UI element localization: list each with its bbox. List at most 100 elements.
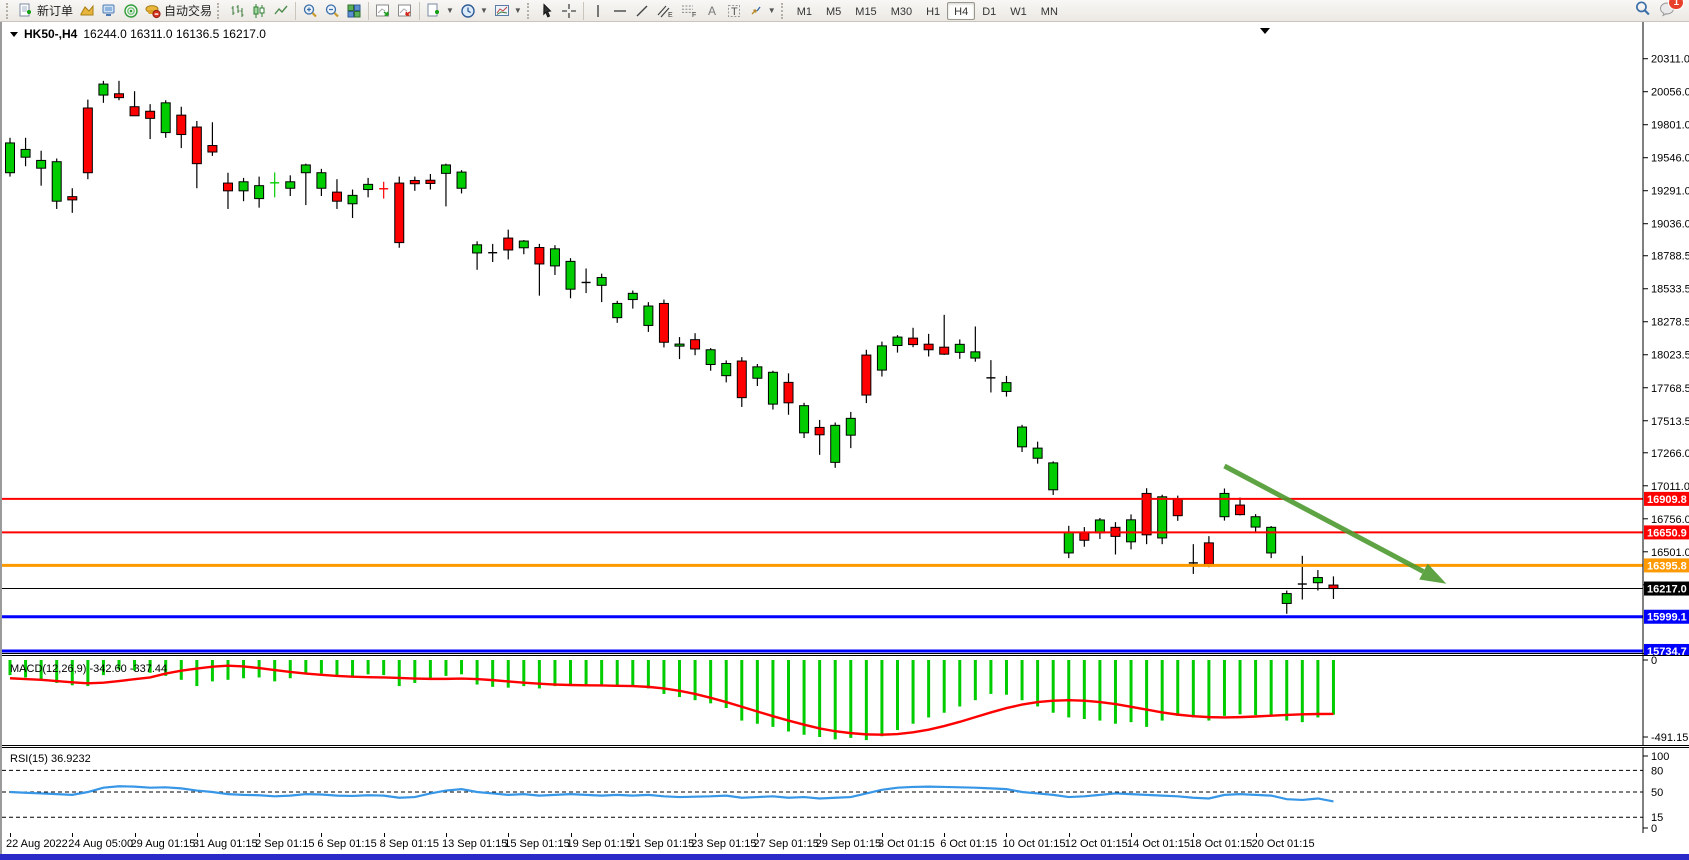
- search-icon: [1636, 0, 1650, 15]
- autotrading-icon: [145, 4, 161, 18]
- indicators-remove-button[interactable]: [394, 1, 416, 21]
- period-button[interactable]: ▼: [457, 1, 491, 21]
- rsi-line: [9, 785, 1334, 803]
- new-chart-button[interactable]: ▼: [423, 1, 457, 21]
- timeframe-M30[interactable]: M30: [890, 5, 913, 18]
- text-label-tool-button[interactable]: T: [723, 1, 745, 21]
- toolbar-grip[interactable]: [780, 2, 786, 19]
- chart-context-arrow-icon[interactable]: [10, 31, 18, 37]
- time-axis-label: 29 Aug 01:15: [130, 838, 196, 850]
- time-axis-label: 10 Oct 01:15: [1002, 838, 1066, 850]
- candlestick-chart-button[interactable]: [248, 1, 270, 21]
- vertical-line-icon: [597, 4, 599, 17]
- indicators-add-icon: [376, 4, 390, 16]
- chart-title: HK50-,H4 16244.0 16311.0 16136.5 16217.0: [10, 27, 266, 41]
- macd-panel[interactable]: 0 -491.15 MACD(12,26,9) -342.60 -337.44: [2, 656, 1689, 746]
- toolbar-grip[interactable]: [526, 2, 532, 19]
- line-chart-button[interactable]: [270, 1, 292, 21]
- arrows-tool-button[interactable]: ▼: [745, 1, 779, 21]
- svg-text:16501.0: 16501.0: [1651, 547, 1689, 559]
- timeframe-M15[interactable]: M15: [855, 5, 877, 18]
- terminal-button[interactable]: [98, 1, 120, 21]
- template-button[interactable]: ▼: [491, 1, 525, 21]
- bar-chart-icon: [231, 4, 244, 17]
- time-axis-label: 18 Oct 01:15: [1189, 838, 1253, 850]
- svg-text:17513.5: 17513.5: [1651, 416, 1689, 428]
- timeframe-H4[interactable]: H4: [947, 1, 976, 20]
- notifications-button[interactable]: 1: [1659, 0, 1684, 22]
- svg-text:-491.15: -491.15: [1651, 732, 1688, 744]
- time-axis-label: 3 Oct 01:15: [877, 838, 935, 850]
- arrows-icon: [751, 6, 761, 14]
- bar-chart-button[interactable]: [226, 1, 248, 21]
- timeframe-D1[interactable]: D1: [982, 5, 997, 18]
- timeframe-M1[interactable]: M1: [796, 5, 812, 18]
- time-axis-label: 6 Oct 01:15: [940, 838, 998, 850]
- fibonacci-tool-button[interactable]: F: [677, 1, 701, 21]
- tile-windows-button[interactable]: [343, 1, 365, 21]
- svg-text:E: E: [668, 12, 673, 19]
- timeframe-H1[interactable]: H1: [926, 5, 941, 18]
- new-order-button[interactable]: 新订单: [15, 1, 76, 21]
- svg-text:18023.5: 18023.5: [1651, 350, 1689, 362]
- svg-text:0: 0: [1651, 656, 1657, 667]
- time-axis-label: 6 Sep 01:15: [317, 838, 377, 850]
- toolbar-grip[interactable]: [6, 2, 11, 19]
- trendline-icon: [636, 5, 648, 16]
- tile-windows-icon: [347, 4, 361, 17]
- crosshair-tool-button[interactable]: [558, 1, 580, 21]
- toolbar-grip[interactable]: [217, 2, 222, 19]
- zoom-out-button[interactable]: [321, 1, 343, 21]
- timeframe-group: M1 M5 M15 M30 H1 H4 D1 W1 MN: [790, 1, 1065, 20]
- time-axis[interactable]: 22 Aug 2022 24 Aug 05:00 29 Aug 01:15 31 Au…: [2, 833, 1689, 855]
- time-axis-label: 27 Sep 01:15: [753, 838, 819, 850]
- rsi-label: RSI(15) 36.9232: [10, 753, 91, 765]
- trendline-tool-button[interactable]: [631, 1, 653, 21]
- template-icon: [494, 4, 509, 16]
- time-axis-label: 21 Sep 01:15: [628, 838, 695, 850]
- time-axis-label: 13 Sep 01:15: [441, 838, 508, 850]
- svg-text:18788.5: 18788.5: [1651, 251, 1689, 263]
- svg-text:16217.0: 16217.0: [1647, 584, 1687, 596]
- timeframe-MN[interactable]: MN: [1040, 5, 1058, 18]
- cursor-tool-button[interactable]: [536, 1, 558, 21]
- signal-button[interactable]: [120, 1, 142, 21]
- svg-text:20311.0: 20311.0: [1651, 54, 1689, 66]
- text-label-icon: T: [727, 4, 740, 18]
- autotrading-button[interactable]: 自动交易: [142, 1, 215, 21]
- chart-shift-marker-icon: [1260, 28, 1270, 34]
- terminal-icon: [102, 4, 115, 16]
- time-axis-label: 24 Aug 05:00: [68, 838, 134, 850]
- indicators-add-button[interactable]: [372, 1, 394, 21]
- time-axis-label: 2 Sep 01:15: [255, 838, 315, 850]
- svg-text:19546.0: 19546.0: [1651, 153, 1689, 165]
- vertical-line-tool-button[interactable]: [587, 1, 609, 21]
- svg-text:100: 100: [1651, 751, 1669, 763]
- macd-signal-line: [9, 664, 1334, 736]
- svg-text:19036.0: 19036.0: [1651, 219, 1689, 231]
- horizontal-line-tool-button[interactable]: [609, 1, 631, 21]
- price-chart[interactable]: 20311.0 20056.0 19801.0 19546.0 19291.0 19036…: [2, 22, 1689, 655]
- market-watch-button[interactable]: [76, 1, 98, 21]
- svg-text:16650.9: 16650.9: [1647, 527, 1687, 539]
- search-button[interactable]: [1634, 0, 1651, 22]
- svg-text:19291.0: 19291.0: [1651, 186, 1689, 198]
- timeframe-M5[interactable]: M5: [826, 5, 842, 18]
- chart-symbol-period: HK50-,H4: [24, 27, 78, 41]
- dropdown-caret-icon: ▼: [479, 6, 488, 15]
- channel-icon: E: [657, 5, 673, 19]
- svg-text:18278.5: 18278.5: [1651, 317, 1689, 329]
- timeframe-W1[interactable]: W1: [1010, 5, 1027, 18]
- text-icon: A: [708, 4, 716, 18]
- signal-icon: [124, 3, 138, 18]
- rsi-panel[interactable]: 100 80 50 150 RSI(15) 36.9232: [2, 748, 1689, 833]
- indicators-remove-icon: [398, 4, 412, 16]
- svg-text:16909.8: 16909.8: [1647, 494, 1687, 506]
- zoom-in-button[interactable]: [299, 1, 321, 21]
- time-axis-label: 22 Aug 2022: [6, 838, 68, 850]
- fibonacci-icon: F: [681, 5, 696, 19]
- channel-tool-button[interactable]: E: [653, 1, 677, 21]
- time-axis-label: 15 Sep 01:15: [504, 838, 570, 850]
- text-tool-button[interactable]: A: [701, 1, 723, 21]
- dropdown-caret-icon: ▼: [446, 6, 454, 15]
